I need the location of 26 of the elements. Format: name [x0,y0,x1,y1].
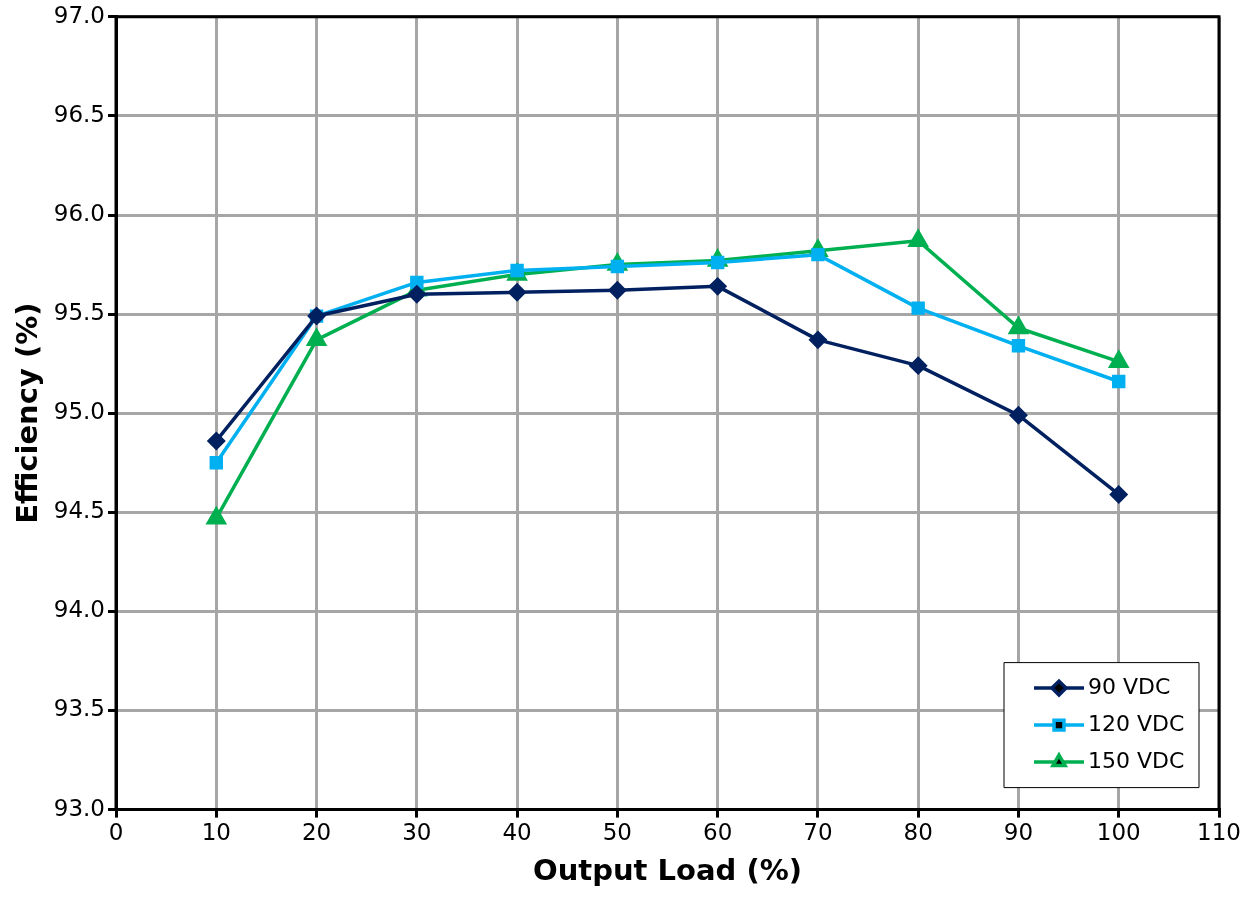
y-axis-title: Efficiency (%) [9,302,44,524]
y-tick-label: 95.5 [53,299,106,326]
x-tick-label: 30 [402,819,432,846]
x-tick-label: 10 [201,819,231,846]
y-tick-label: 96.0 [53,199,106,226]
y-tick-label: 94.0 [53,596,106,623]
y-tick-label: 94.5 [53,497,106,524]
y-tick-label: 93.5 [53,695,106,722]
x-tick-label: 70 [803,819,833,846]
legend-label: 120 VDC [1088,710,1185,736]
x-tick-label: 60 [703,819,733,846]
x-tick-label: 20 [301,819,332,846]
x-tick-label: 0 [108,819,124,846]
x-tick-label: 100 [1096,819,1141,846]
legend-label: 90 VDC [1088,673,1171,699]
x-tick-label: 80 [903,819,933,846]
legend-label: 150 VDC [1088,747,1185,773]
x-axis-title: Output Load (%) [533,853,802,888]
x-tick-label: 90 [1003,819,1034,846]
x-tick-label: 50 [602,819,633,846]
y-tick-label: 96.5 [53,100,106,127]
x-tick-label: 110 [1197,819,1241,846]
y-tick-label: 95.0 [53,398,106,425]
x-tick-label: 40 [502,819,532,846]
y-tick-label: 97.0 [53,1,106,28]
y-tick-label: 93.0 [53,794,106,821]
